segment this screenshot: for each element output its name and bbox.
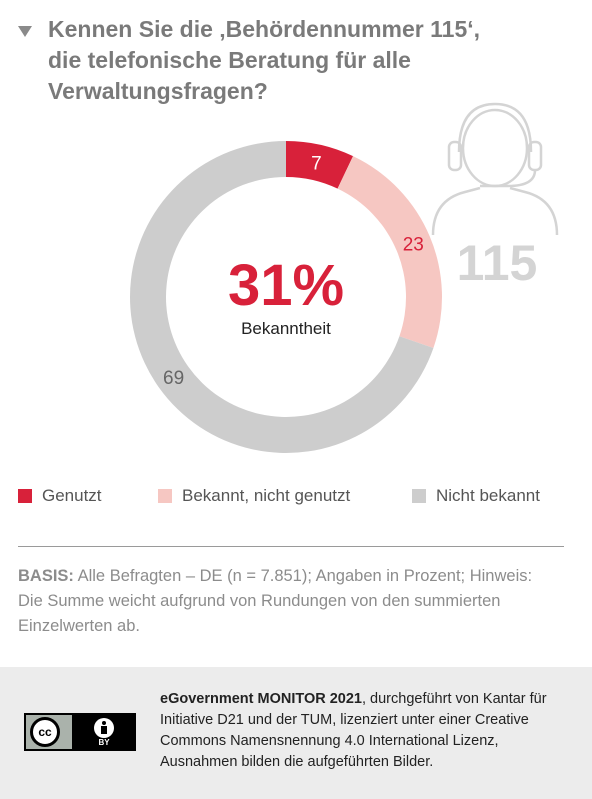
- legend-swatch: [158, 489, 172, 503]
- donut-slice-2: [337, 156, 442, 349]
- basis-label: BASIS:: [18, 567, 74, 585]
- center-percentage: 31%: [228, 253, 344, 318]
- center-label: Bekanntheit: [241, 319, 331, 338]
- slice-value-label: 7: [311, 153, 322, 174]
- basis-note: BASIS: Alle Befragten – DE (n = 7.851); …: [18, 564, 558, 639]
- headset-person-icon: [431, 102, 559, 236]
- legend-swatch: [18, 489, 32, 503]
- donut-slice-1: [286, 141, 354, 189]
- footer: cc BY eGovernment MONITOR 2021, durchgef…: [0, 667, 592, 799]
- donut-value-labels: 7 23 69: [163, 153, 424, 389]
- legend-swatch: [412, 489, 426, 503]
- divider: [18, 546, 564, 547]
- footer-text: eGovernment MONITOR 2021, durchgeführt v…: [160, 689, 560, 773]
- legend-item-bekannt: Bekannt, nicht genutzt: [158, 486, 412, 506]
- slice-value-label: 69: [163, 368, 184, 389]
- basis-text: Alle Befragten – DE (n = 7.851); Angaben…: [18, 567, 533, 635]
- by-label: BY: [98, 738, 110, 747]
- footer-body: , durchgeführt von Kantar für Initiative…: [160, 691, 547, 770]
- legend-item-nicht-bekannt: Nicht bekannt: [412, 486, 540, 506]
- legend-label: Genutzt: [42, 486, 102, 505]
- collapse-triangle-icon: [18, 26, 32, 37]
- donut-chart: 7 23 69 31% Bekanntheit 115: [130, 102, 559, 453]
- footer-brand: eGovernment MONITOR 2021: [160, 691, 362, 707]
- cc-icon: cc: [30, 717, 60, 747]
- legend-item-genutzt: Genutzt: [18, 486, 158, 506]
- donut-segments: [130, 141, 442, 453]
- slice-value-label: 23: [403, 235, 424, 256]
- question-header: Kennen Sie die ‚Behördennummer 115‘, die…: [18, 14, 558, 107]
- legend-label: Bekannt, nicht genutzt: [182, 486, 351, 505]
- attribution-icon: [94, 718, 114, 738]
- badge-number: 115: [457, 235, 538, 291]
- legend-label: Nicht bekannt: [436, 486, 540, 505]
- question-text: Kennen Sie die ‚Behördennummer 115‘, die…: [48, 16, 481, 104]
- cc-by-icon: cc BY: [24, 713, 136, 751]
- chart-legend: Genutzt Bekannt, nicht genutzt Nicht bek…: [18, 486, 574, 506]
